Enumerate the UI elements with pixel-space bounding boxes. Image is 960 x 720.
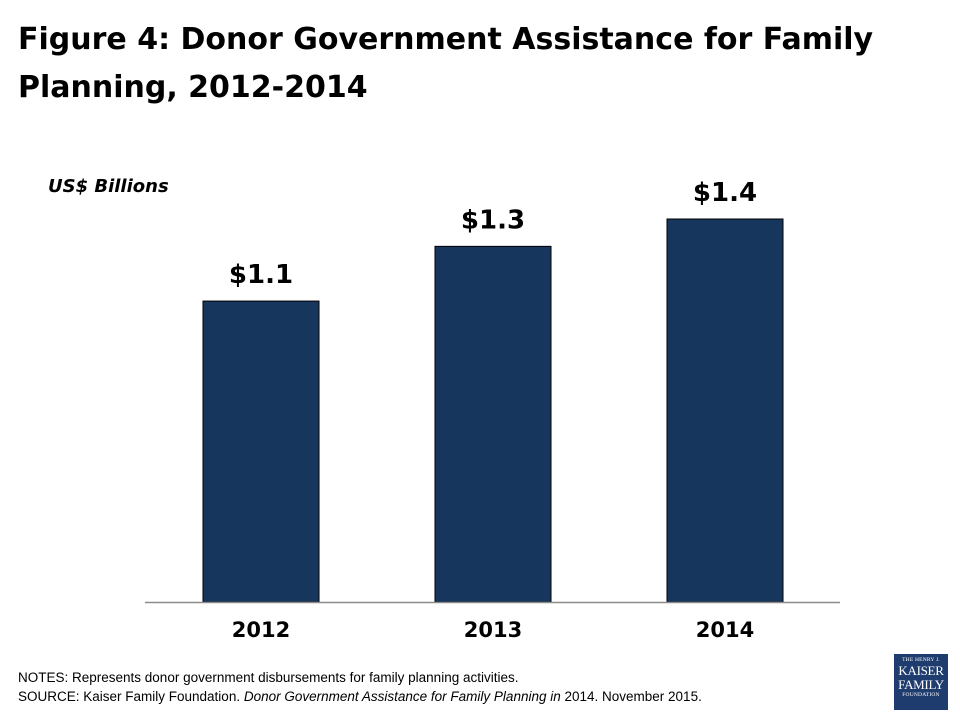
bar-2013: [434, 245, 552, 603]
kaiser-family-foundation-logo: THE HENRY J. KAISER FAMILY FOUNDATION: [894, 654, 948, 710]
source-prefix: SOURCE: Kaiser Family Foundation.: [18, 689, 244, 704]
source-suffix: 2014. November 2015.: [560, 689, 702, 704]
page-title: Figure 4: Donor Government Assistance fo…: [18, 22, 874, 105]
chart-footer: NOTES: Represents donor government disbu…: [18, 668, 702, 706]
data-label-2013: $1.3: [461, 205, 525, 235]
bar-2012: [202, 300, 320, 603]
notes-text: NOTES: Represents donor government disbu…: [18, 670, 519, 685]
data-label-2014: $1.4: [693, 178, 757, 208]
x-tick-label-2014: 2014: [696, 618, 754, 642]
y-axis-unit-label: US$ Billions: [48, 176, 169, 197]
logo-line-1: THE HENRY J.: [902, 657, 940, 663]
x-tick-label-2012: 2012: [232, 618, 290, 642]
source-report-title: Donor Government Assistance for Family P…: [243, 689, 561, 704]
data-label-2012: $1.1: [229, 260, 293, 290]
bar-2014: [666, 218, 784, 603]
source-text: SOURCE: Kaiser Family Foundation. Donor …: [18, 687, 702, 706]
logo-line-2: KAISER: [898, 663, 944, 678]
logo-line-3: FAMILY: [898, 677, 944, 692]
x-tick-label-2013: 2013: [464, 618, 522, 642]
logo-line-4: FOUNDATION: [902, 692, 940, 698]
